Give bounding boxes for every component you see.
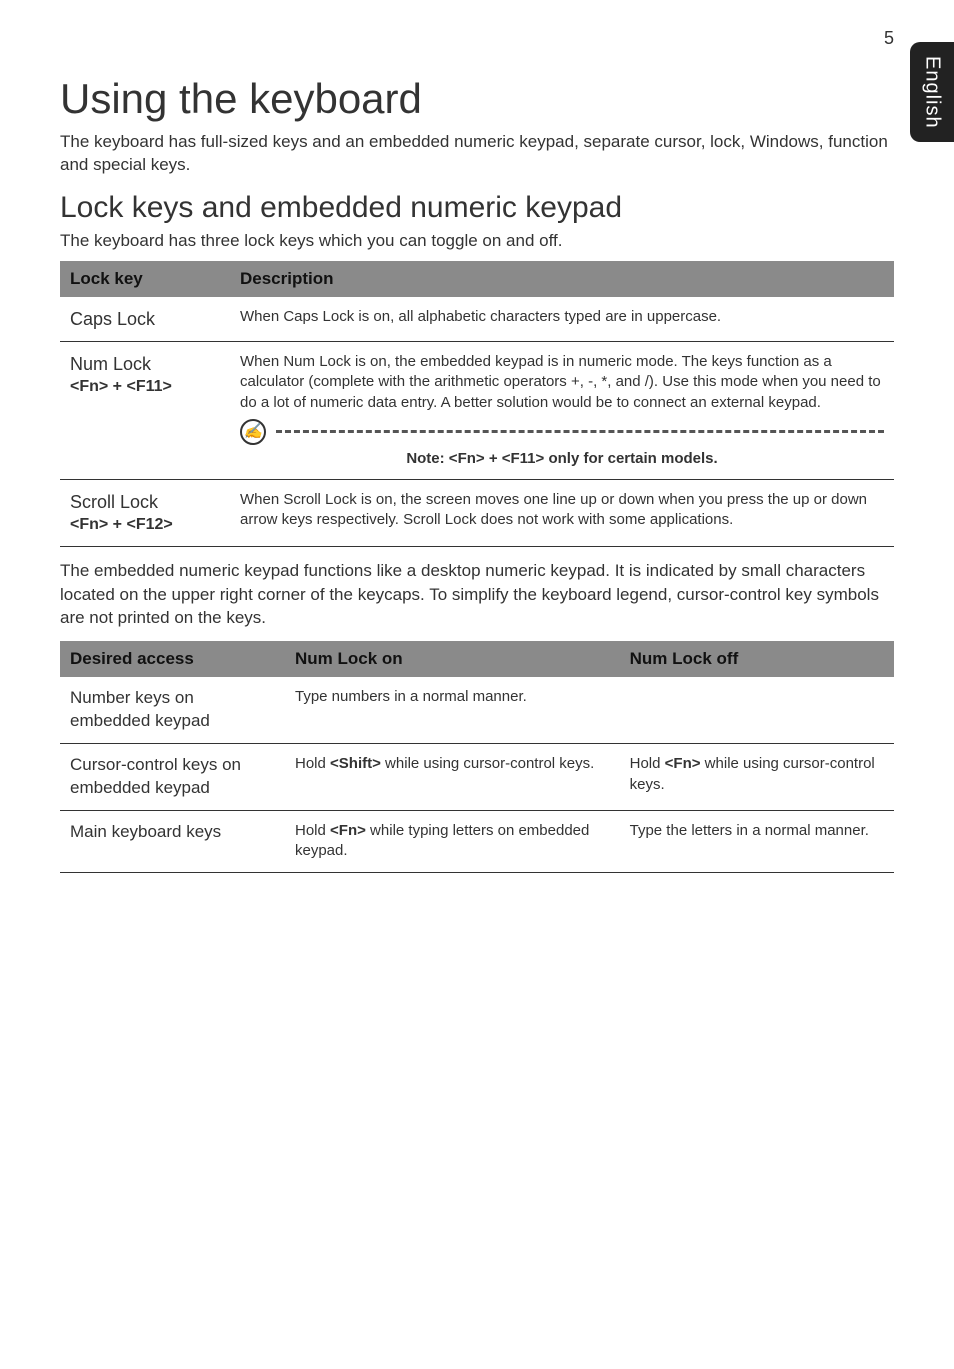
lock-header-desc: Description [230, 261, 894, 297]
lock-key-combo: <Fn> + <F11> [70, 378, 172, 395]
access-cell: Cursor-control keys on embedded keypad [60, 744, 285, 811]
body-paragraph: The embedded numeric keypad functions li… [60, 559, 894, 629]
section-subtitle: The keyboard has three lock keys which y… [60, 231, 894, 251]
lock-key-combo: <Fn> + <F12> [70, 516, 173, 533]
access-cell: Hold <Fn> while using cursor-control key… [620, 744, 894, 811]
access-cell: Hold <Shift> while using cursor-control … [285, 744, 620, 811]
lock-key-name: Num Lock [70, 352, 220, 376]
lock-key-desc: When Caps Lock is on, all alphabetic cha… [230, 297, 894, 342]
text-span: Hold [295, 755, 330, 772]
language-tab-label: English [921, 56, 944, 129]
access-header-numlock-off: Num Lock off [620, 641, 894, 677]
lock-key-desc: When Scroll Lock is on, the screen moves… [230, 480, 894, 547]
table-row: Number keys on embedded keypad Type numb… [60, 677, 894, 743]
table-row: Main keyboard keys Hold <Fn> while typin… [60, 811, 894, 873]
lock-key-desc: When Num Lock is on, the embedded keypad… [240, 352, 884, 413]
table-row: Cursor-control keys on embedded keypad H… [60, 744, 894, 811]
table-row: Scroll Lock <Fn> + <F12> When Scroll Loc… [60, 480, 894, 547]
page-title: Using the keyboard [60, 75, 894, 123]
access-cell: Number keys on embedded keypad [60, 677, 285, 743]
access-cell [620, 677, 894, 743]
intro-paragraph: The keyboard has full-sized keys and an … [60, 131, 894, 177]
note-icon: ✍ [240, 419, 266, 445]
lock-header-key: Lock key [60, 261, 230, 297]
table-row: Caps Lock When Caps Lock is on, all alph… [60, 297, 894, 342]
access-cell: Hold <Fn> while typing letters on embedd… [285, 811, 620, 873]
desired-access-table: Desired access Num Lock on Num Lock off … [60, 641, 894, 872]
lock-key-name: Scroll Lock [70, 490, 220, 514]
access-cell: Type numbers in a normal manner. [285, 677, 620, 743]
note-divider: ✍ [240, 419, 884, 445]
text-span: while using cursor-control keys. [381, 755, 594, 772]
dashes-icon [276, 430, 884, 433]
access-cell: Main keyboard keys [60, 811, 285, 873]
note-text: Note: <Fn> + <F11> only for certain mode… [240, 449, 884, 469]
page-number: 5 [884, 28, 894, 49]
bold-span: <Fn> [330, 822, 366, 839]
language-tab: English [910, 42, 954, 142]
lock-key-name: Caps Lock [70, 309, 155, 329]
section-title: Lock keys and embedded numeric keypad [60, 191, 894, 225]
page: 5 English Using the keyboard The keyboar… [0, 0, 954, 913]
bold-span: <Fn> [665, 755, 701, 772]
access-cell: Type the letters in a normal manner. [620, 811, 894, 873]
text-span: Hold [630, 755, 665, 772]
access-header-desired: Desired access [60, 641, 285, 677]
text-span: Hold [295, 822, 330, 839]
access-header-numlock-on: Num Lock on [285, 641, 620, 677]
bold-span: <Shift> [330, 755, 381, 772]
table-row: Num Lock <Fn> + <F11> When Num Lock is o… [60, 342, 894, 480]
lock-keys-table: Lock key Description Caps Lock When Caps… [60, 261, 894, 547]
